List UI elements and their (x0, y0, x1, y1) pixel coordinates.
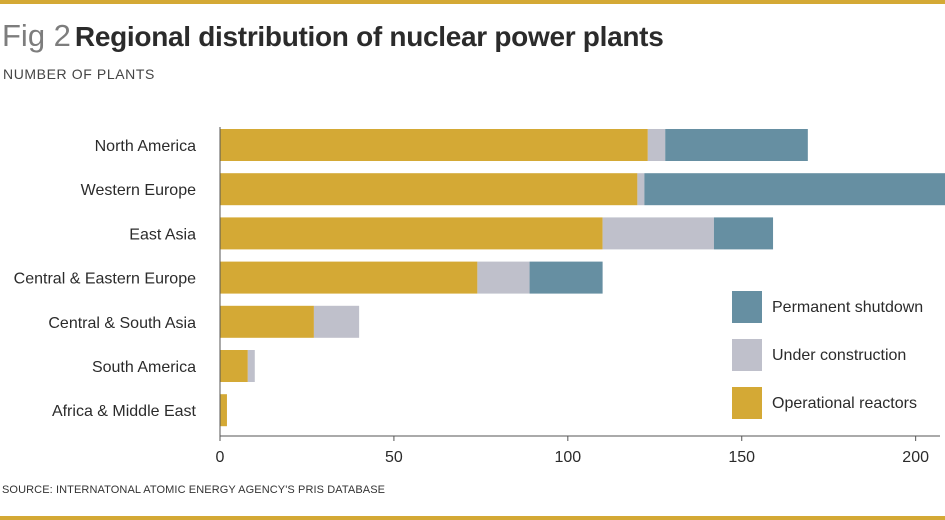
bar-south-america-under-construction (247, 350, 255, 382)
chart-heading: Fig 2 Regional distribution of nuclear po… (2, 18, 664, 54)
bar-western-europe-under-construction (637, 173, 645, 206)
chart-subtitle: NUMBER OF PLANTS (3, 66, 155, 82)
figure-number: Fig 2 (2, 18, 71, 53)
category-label: Central & Eastern Europe (14, 271, 196, 288)
legend: Permanent shutdown Under construction Oper… (732, 291, 923, 419)
bar-africa-and-middle-east-operational-reactors (220, 394, 227, 427)
category-label: South America (92, 359, 196, 376)
category-label: Western Europe (81, 182, 196, 199)
bar-central-and-south-asia-operational-reactors (220, 305, 314, 338)
top-accent-rule (0, 0, 945, 4)
bar-central-and-south-asia-under-construction (313, 305, 360, 338)
legend-label-permanent-shutdown: Permanent shutdown (772, 299, 923, 316)
bar-east-asia-operational-reactors (220, 217, 603, 250)
bar-western-europe-permanent-shutdown (644, 173, 945, 206)
category-labels: North America Western Europe East Asia Cent… (14, 138, 197, 420)
legend-swatch-under-construction (732, 339, 762, 371)
legend-swatch-permanent-shutdown (732, 291, 762, 323)
x-axis: 0 50 100 150 200 (216, 127, 940, 466)
x-tick-label: 100 (554, 449, 581, 466)
category-label: North America (95, 138, 196, 155)
chart-title: Regional distribution of nuclear power p… (74, 21, 664, 52)
bar-western-europe-operational-reactors (220, 173, 638, 206)
bottom-accent-rule (0, 516, 945, 520)
bar-south-america-operational-reactors (220, 350, 248, 382)
bar-central-and-eastern-europe-operational-reactors (220, 261, 478, 294)
category-label: Central & South Asia (48, 315, 196, 332)
bar-north-america-permanent-shutdown (665, 129, 808, 161)
bar-east-asia-under-construction (602, 217, 714, 250)
x-tick-label: 50 (385, 449, 403, 466)
bar-north-america-under-construction (647, 129, 666, 161)
x-tick-label: 0 (216, 449, 225, 466)
x-tick-label: 200 (902, 449, 929, 466)
bar-central-and-eastern-europe-permanent-shutdown (529, 261, 603, 294)
x-tick-label: 150 (728, 449, 755, 466)
bar-north-america-operational-reactors (220, 129, 648, 161)
category-label: East Asia (129, 226, 196, 243)
legend-label-under-construction: Under construction (772, 347, 906, 364)
legend-swatch-operational-reactors (732, 387, 762, 419)
bars-layer (220, 129, 945, 427)
source-note: SOURCE: INTERNATONAL ATOMIC ENERGY AGENC… (2, 484, 386, 496)
bar-east-asia-permanent-shutdown (713, 217, 774, 250)
bar-central-and-eastern-europe-under-construction (477, 261, 530, 294)
category-label: Africa & Middle East (52, 403, 197, 420)
legend-label-operational-reactors: Operational reactors (772, 395, 917, 412)
